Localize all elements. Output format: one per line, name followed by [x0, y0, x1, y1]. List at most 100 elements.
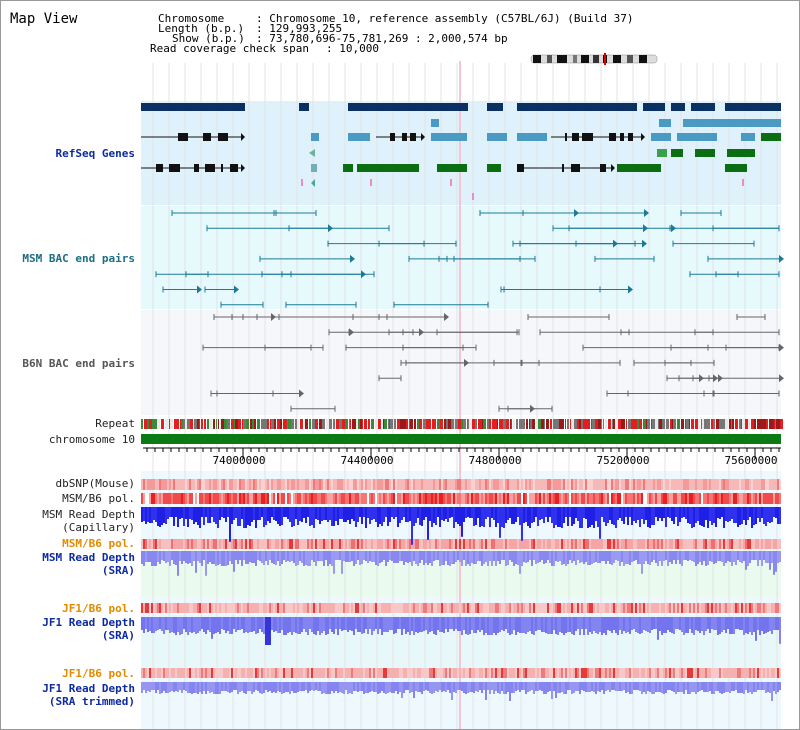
dbsnp-label[interactable]: dbSNP(Mouse) [55, 477, 135, 490]
heat-cell [357, 493, 359, 504]
depth-bar [451, 617, 453, 629]
depth-bar [299, 507, 301, 521]
heat-cell [281, 479, 283, 490]
repeat-element [180, 419, 181, 429]
repeat-label[interactable]: Repeat [95, 417, 135, 430]
heat-cell [153, 493, 155, 504]
heat-cell [319, 603, 321, 613]
depth-bar [497, 507, 499, 523]
depth-bar [691, 551, 693, 561]
depth-bar [307, 551, 309, 566]
heat-cell [421, 603, 423, 613]
heat-cell [579, 479, 581, 490]
depth-bar [239, 551, 241, 560]
msm-depth-sra-label-1[interactable]: MSM Read Depth [42, 551, 135, 564]
jf1-depth-sra-label-1[interactable]: JF1 Read Depth [42, 616, 135, 629]
depth-bar [667, 617, 669, 630]
depth-bar [647, 507, 649, 527]
repeat-element [335, 419, 336, 429]
depth-bar [367, 617, 369, 634]
jf1-depth-tr-label-1[interactable]: JF1 Read Depth [42, 682, 135, 695]
depth-bar [455, 551, 457, 562]
msm-b6-pol-label[interactable]: MSM/B6 pol. [62, 492, 135, 505]
heat-cell [253, 603, 255, 613]
depth-bar [369, 507, 371, 524]
depth-bar [183, 507, 185, 526]
repeat-element [364, 419, 367, 429]
length-value: : 129,993,255 [256, 22, 343, 35]
heat-cell [243, 603, 245, 613]
heat-cell [773, 668, 775, 678]
heat-cell [777, 539, 779, 549]
heat-cell [359, 603, 361, 613]
heat-cell [589, 668, 591, 678]
depth-bar [393, 551, 395, 563]
depth-bar [215, 682, 217, 694]
depth-bar [453, 507, 455, 528]
refseq-genes-label[interactable]: RefSeq Genes [55, 147, 135, 160]
depth-bar [713, 507, 715, 523]
heat-cell [465, 668, 467, 678]
depth-bar [311, 507, 313, 525]
msm-b6-pol-label-2[interactable]: MSM/B6 pol. [62, 537, 135, 550]
repeat-element [639, 419, 642, 429]
heat-cell [577, 539, 579, 549]
depth-bar [339, 551, 341, 560]
heat-cell [509, 668, 511, 678]
heat-cell [649, 493, 651, 504]
heat-cell [377, 603, 379, 613]
heat-cell [491, 668, 493, 678]
repeat-element [221, 419, 224, 429]
heat-cell [303, 603, 305, 613]
repeat-element [716, 419, 719, 429]
heat-cell [731, 539, 733, 549]
heat-cell [197, 539, 199, 549]
heat-cell [457, 539, 459, 549]
depth-bar [351, 617, 353, 631]
heat-cell [487, 603, 489, 613]
msm-depth-cap-label-1[interactable]: MSM Read Depth [42, 508, 135, 521]
heat-cell [309, 668, 311, 678]
depth-bar [617, 551, 619, 561]
heat-cell [409, 539, 411, 549]
heat-cell [619, 603, 621, 613]
depth-bar [429, 507, 431, 521]
heat-cell [663, 603, 665, 613]
b6n-bac-label[interactable]: B6N BAC end pairs [22, 357, 135, 370]
depth-bar [249, 617, 251, 632]
heat-cell [247, 603, 249, 613]
depth-bar [689, 617, 691, 629]
chromosome-ideogram[interactable] [529, 52, 661, 66]
heat-cell [421, 479, 423, 490]
depth-bar [165, 682, 167, 693]
jf1-b6-pol-label-2[interactable]: JF1/B6 pol. [62, 667, 135, 680]
heat-cell [769, 668, 771, 678]
heat-cell [709, 603, 711, 613]
jf1-b6-pol-label[interactable]: JF1/B6 pol. [62, 602, 135, 615]
heat-cell [313, 493, 315, 504]
heat-cell [521, 479, 523, 490]
heat-cell [171, 539, 173, 549]
repeat-element [204, 419, 206, 429]
msm-bac-label[interactable]: MSM BAC end pairs [22, 252, 135, 265]
heat-cell [483, 493, 485, 504]
repeat-element [672, 419, 673, 429]
heat-cell [705, 493, 707, 504]
depth-bar [409, 617, 411, 635]
depth-bar [467, 551, 469, 564]
depth-bar [597, 507, 599, 527]
depth-bar [569, 551, 571, 560]
heat-cell [245, 479, 247, 490]
heat-cell [597, 668, 599, 678]
heat-cell [699, 539, 701, 549]
repeat-element [519, 419, 522, 429]
heat-cell [415, 668, 417, 678]
heat-cell [637, 479, 639, 490]
heat-cell [187, 539, 189, 549]
heat-cell [189, 479, 191, 490]
heat-cell [717, 493, 719, 504]
depth-bar [725, 617, 727, 633]
heat-cell [631, 539, 633, 549]
heat-cell [323, 493, 325, 504]
